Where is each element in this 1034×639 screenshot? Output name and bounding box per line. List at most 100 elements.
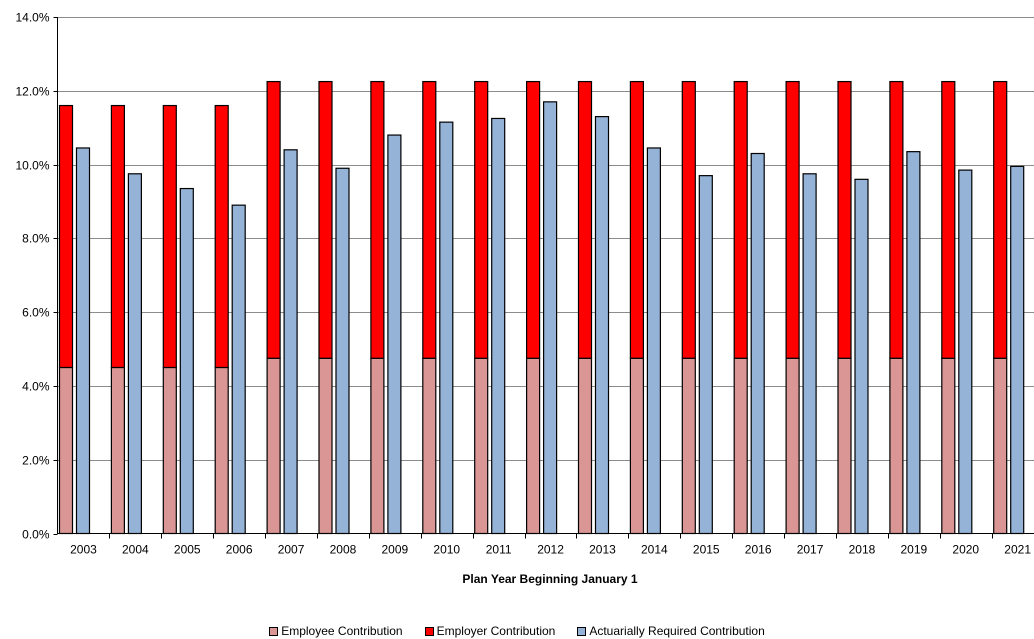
bar-employer-contribution (889, 80, 904, 359)
x-tick-label: 2009 (381, 543, 408, 557)
bar-employee-contribution (785, 357, 800, 535)
bar-employee-contribution (318, 357, 333, 535)
x-tick-label: 2014 (641, 543, 668, 557)
x-tick-label: 2005 (174, 543, 201, 557)
y-tick-label: 14.0% (15, 11, 49, 25)
bar-actuarially-required-contribution (958, 169, 973, 535)
bar-actuarially-required-contribution (231, 204, 246, 535)
bar-employer-contribution (733, 80, 748, 359)
x-tick-label: 2010 (433, 543, 460, 557)
y-tick-label: 4.0% (22, 380, 50, 394)
bar-actuarially-required-contribution (594, 116, 610, 535)
bar-actuarially-required-contribution (542, 101, 558, 535)
legend-swatch (577, 626, 587, 636)
bar-actuarially-required-contribution (439, 121, 454, 535)
x-tick-label: 2008 (330, 543, 357, 557)
bar-employer-contribution (785, 80, 800, 359)
legend-label: Employer Contribution (436, 624, 556, 638)
legend-item: Actuarially Required Contribution (577, 624, 765, 638)
bar-actuarially-required-contribution (127, 173, 142, 535)
x-tick-label: 2018 (849, 543, 876, 557)
bar-employee-contribution (577, 357, 593, 535)
bar-employer-contribution (837, 80, 852, 359)
bar-employee-contribution (837, 357, 852, 535)
x-tick-label: 2021 (1004, 543, 1031, 557)
x-tick-label: 2019 (900, 543, 927, 557)
x-tick-label: 2020 (952, 543, 979, 557)
y-tick-label: 10.0% (15, 159, 49, 173)
bar-employee-contribution (162, 366, 177, 535)
legend-swatch (424, 626, 434, 636)
bar-employee-contribution (733, 357, 748, 535)
bar-employee-contribution (681, 357, 696, 535)
bar-employer-contribution (474, 80, 489, 359)
legend-label: Employee Contribution (281, 624, 403, 638)
bar-employee-contribution (474, 357, 489, 535)
x-tick-label: 2003 (70, 543, 97, 557)
bar-employee-contribution (422, 357, 437, 535)
x-axis-title: Plan Year Beginning January 1 (462, 572, 638, 586)
x-tick-label: 2015 (693, 543, 720, 557)
bar-employer-contribution (162, 104, 177, 369)
bar-employee-contribution (993, 357, 1008, 535)
legend-label: Actuarially Required Contribution (589, 624, 765, 638)
bar-actuarially-required-contribution (387, 134, 402, 535)
bar-actuarially-required-contribution (179, 187, 194, 535)
x-tick-label: 2007 (278, 543, 305, 557)
x-tick-label: 2011 (486, 543, 512, 557)
bar-actuarially-required-contribution (750, 152, 765, 535)
y-tick-label: 8.0% (22, 232, 50, 246)
bar-employer-contribution (58, 104, 74, 369)
bar-employer-contribution (214, 104, 229, 369)
legend-item: Employer Contribution (424, 624, 556, 638)
x-tick-label: 2012 (537, 543, 564, 557)
bar-employee-contribution (110, 366, 126, 535)
x-tick-label: 2006 (226, 543, 253, 557)
bar-actuarially-required-contribution (491, 117, 506, 535)
y-tick-labels: 0.0% 2.0% 4.0% 6.0% 8.0% 10.0% 12.0% 14.0% (15, 11, 49, 542)
bar-employer-contribution (318, 80, 333, 359)
bar-actuarially-required-contribution (646, 147, 662, 535)
bar-employee-contribution (525, 357, 541, 535)
bar-employer-contribution (941, 80, 956, 359)
bar-employee-contribution (58, 366, 74, 535)
bar-employee-contribution (889, 357, 904, 535)
bar-employer-contribution (577, 80, 593, 359)
x-tick-labels: 2003 2004 2005 2006 2007 2008 2009 2010 2011 2012… (70, 533, 1031, 557)
x-tick-label: 2013 (589, 543, 616, 557)
bar-employer-contribution (681, 80, 696, 359)
legend-item: Employee Contribution (269, 624, 403, 638)
bar-actuarially-required-contribution (802, 173, 817, 535)
bar-employer-contribution (629, 80, 645, 359)
bar-employer-contribution (525, 80, 541, 359)
axes (57, 17, 1034, 534)
bar-employer-contribution (370, 80, 385, 359)
bar-actuarially-required-contribution (854, 178, 869, 535)
bar-employee-contribution (629, 357, 645, 535)
y-tick-label: 2.0% (22, 454, 50, 468)
x-tick-label: 2017 (797, 543, 824, 557)
bar-actuarially-required-contribution (283, 149, 298, 535)
bar-actuarially-required-contribution (1010, 165, 1025, 535)
bar-employee-contribution (941, 357, 956, 535)
x-tick-label: 2004 (122, 543, 149, 557)
bar-employer-contribution (993, 80, 1008, 359)
bars (58, 80, 1025, 535)
y-tick-label: 6.0% (22, 306, 50, 320)
bar-employee-contribution (370, 357, 385, 535)
bar-actuarially-required-contribution (335, 167, 350, 535)
bar-employer-contribution (110, 104, 126, 369)
bar-actuarially-required-contribution (906, 151, 921, 535)
legend: Employee Contribution Employer Contributi… (0, 624, 1034, 638)
legend-swatch (269, 626, 279, 636)
bar-actuarially-required-contribution (75, 147, 91, 535)
bar-actuarially-required-contribution (698, 175, 713, 535)
bar-employee-contribution (214, 366, 229, 535)
bar-employee-contribution (266, 357, 281, 535)
bar-employer-contribution (266, 80, 281, 359)
y-tick-label: 0.0% (22, 528, 50, 542)
x-tick-label: 2016 (745, 543, 772, 557)
bar-employer-contribution (422, 80, 437, 359)
y-tick-label: 12.0% (15, 85, 49, 99)
